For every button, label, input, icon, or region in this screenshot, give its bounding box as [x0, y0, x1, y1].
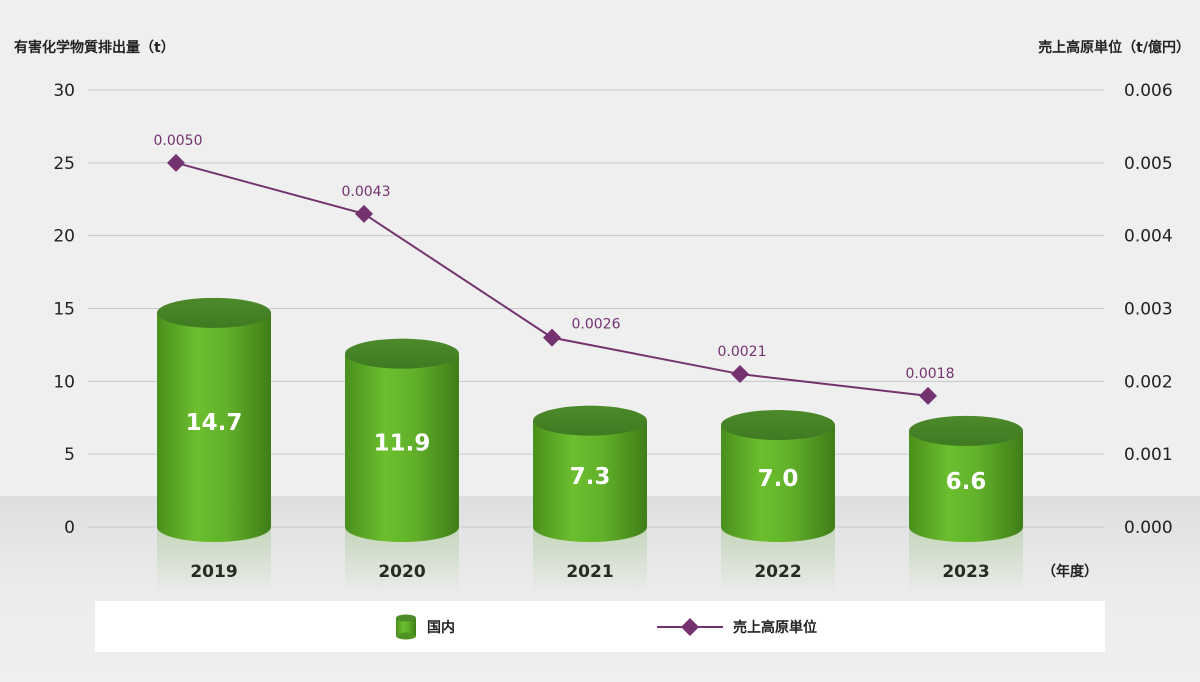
- bar-2023: [909, 415, 1023, 597]
- legend: 国内 売上高原単位: [95, 601, 1105, 652]
- bar-value-label: 6.6: [946, 469, 987, 495]
- line-value-label: 0.0021: [718, 344, 767, 360]
- right-tick-label: 0.000: [1124, 518, 1173, 538]
- bar-value-label: 14.7: [186, 410, 243, 436]
- left-tick-label: 25: [53, 154, 75, 174]
- bar-body: [909, 430, 1023, 542]
- line-point-diamond: [355, 204, 373, 223]
- left-tick-label: 30: [53, 81, 75, 101]
- bar-top: [721, 410, 835, 441]
- bar-2021: [533, 405, 647, 597]
- left-tick-label: 20: [53, 227, 75, 247]
- right-tick-label: 0.001: [1124, 445, 1173, 465]
- right-tick-label: 0.006: [1124, 81, 1173, 101]
- right-tick-label: 0.003: [1124, 300, 1173, 320]
- legend-line-diamond-icon: [657, 617, 723, 636]
- line-value-label: 0.0043: [342, 184, 391, 200]
- right-tick-label: 0.004: [1124, 227, 1173, 247]
- line-value-label: 0.0050: [154, 133, 203, 149]
- bar-value-label: 7.3: [570, 464, 611, 490]
- left-tick-label: 10: [53, 372, 75, 392]
- bar-2019: [157, 297, 271, 597]
- legend-item-bar: 国内: [395, 601, 455, 652]
- bar-top: [345, 338, 459, 369]
- bar-body: [157, 312, 271, 542]
- legend-label-bar: 国内: [427, 619, 455, 636]
- bar-body: [533, 420, 647, 542]
- legend-item-line: 売上高原単位: [657, 601, 817, 652]
- bar-2022: [721, 410, 835, 597]
- bar-top: [533, 405, 647, 436]
- line-series: [175, 161, 929, 397]
- right-axis-title: 売上高原単位（t/億円）: [1038, 39, 1190, 56]
- x-unit-label: （年度）: [1042, 563, 1098, 580]
- bar-top: [157, 297, 271, 328]
- left-tick-label: 15: [53, 300, 75, 320]
- left-axis-title: 有害化学物質排出量（t）: [14, 39, 175, 56]
- bar-body: [721, 425, 835, 542]
- bar-2020: [345, 338, 459, 597]
- line-point-diamond: [167, 153, 185, 172]
- legend-label-line: 売上高原単位: [733, 619, 817, 636]
- right-tick-label: 0.005: [1124, 154, 1173, 174]
- bar-value-label: 11.9: [374, 430, 431, 456]
- line-point-diamond: [919, 386, 937, 405]
- line-point-diamond: [543, 328, 561, 347]
- bar-value-label: 7.0: [758, 466, 799, 492]
- left-tick-label: 5: [64, 445, 75, 465]
- left-tick-label: 0: [64, 518, 75, 538]
- legend-cylinder-icon: [396, 614, 416, 639]
- line-value-label: 0.0018: [906, 366, 955, 382]
- right-tick-label: 0.002: [1124, 372, 1173, 392]
- bar-top: [909, 415, 1023, 446]
- line-value-label: 0.0026: [572, 317, 621, 333]
- line-point-diamond: [731, 365, 749, 384]
- bar-body: [345, 353, 459, 542]
